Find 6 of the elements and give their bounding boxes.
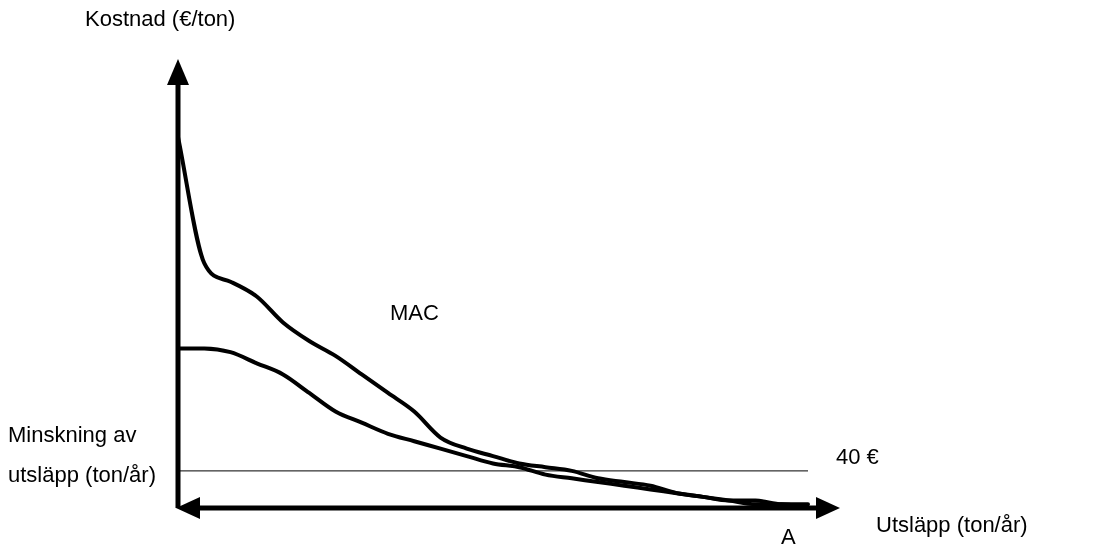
text: A — [781, 524, 796, 549]
annotation: MAC — [390, 300, 439, 325]
x-axis-title: Utsläpp (ton/år) — [876, 512, 1028, 537]
text: Minskning av utsläpp (ton/år) — [8, 421, 157, 489]
y-axis-title: Kostnad (€/ton) — [85, 6, 236, 31]
ref-line-label: 40 € — [836, 443, 879, 469]
